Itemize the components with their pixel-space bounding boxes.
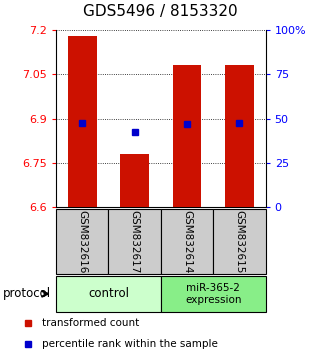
Bar	[108, 209, 161, 274]
Text: control: control	[88, 287, 129, 300]
Text: percentile rank within the sample: percentile rank within the sample	[43, 339, 218, 349]
Text: GSM832615: GSM832615	[235, 210, 244, 273]
Bar	[120, 154, 149, 207]
Text: transformed count: transformed count	[43, 319, 140, 329]
Text: GDS5496 / 8153320: GDS5496 / 8153320	[83, 5, 237, 19]
Bar	[68, 36, 97, 207]
Text: protocol: protocol	[3, 287, 51, 300]
Bar	[56, 276, 161, 312]
Bar	[56, 209, 108, 274]
Text: GSM832616: GSM832616	[77, 210, 87, 273]
Text: GSM832614: GSM832614	[182, 210, 192, 273]
Bar	[225, 65, 254, 207]
Text: GSM832617: GSM832617	[130, 210, 140, 273]
Bar	[161, 276, 266, 312]
Bar	[213, 209, 266, 274]
Text: miR-365-2
expression: miR-365-2 expression	[185, 282, 242, 305]
Bar	[161, 209, 213, 274]
Bar	[172, 65, 201, 207]
